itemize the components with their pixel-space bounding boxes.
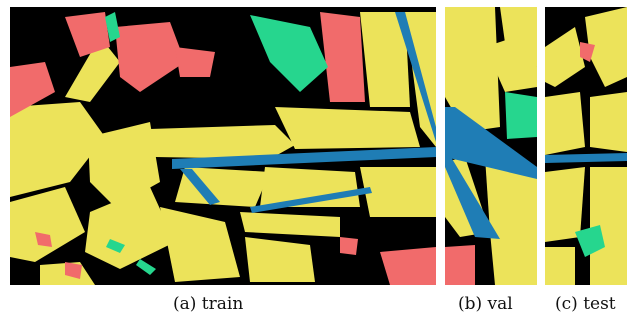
train-caption: (a) train [173,294,244,314]
test-caption: (c) test [555,294,616,314]
test-segmentation-map [545,7,627,285]
val-segmentation-map [445,7,537,285]
test-map-panel [545,7,627,285]
val-caption: (b) val [458,294,513,314]
train-map-panel [10,7,436,285]
val-map-panel [445,7,537,285]
train-segmentation-map [10,7,436,285]
